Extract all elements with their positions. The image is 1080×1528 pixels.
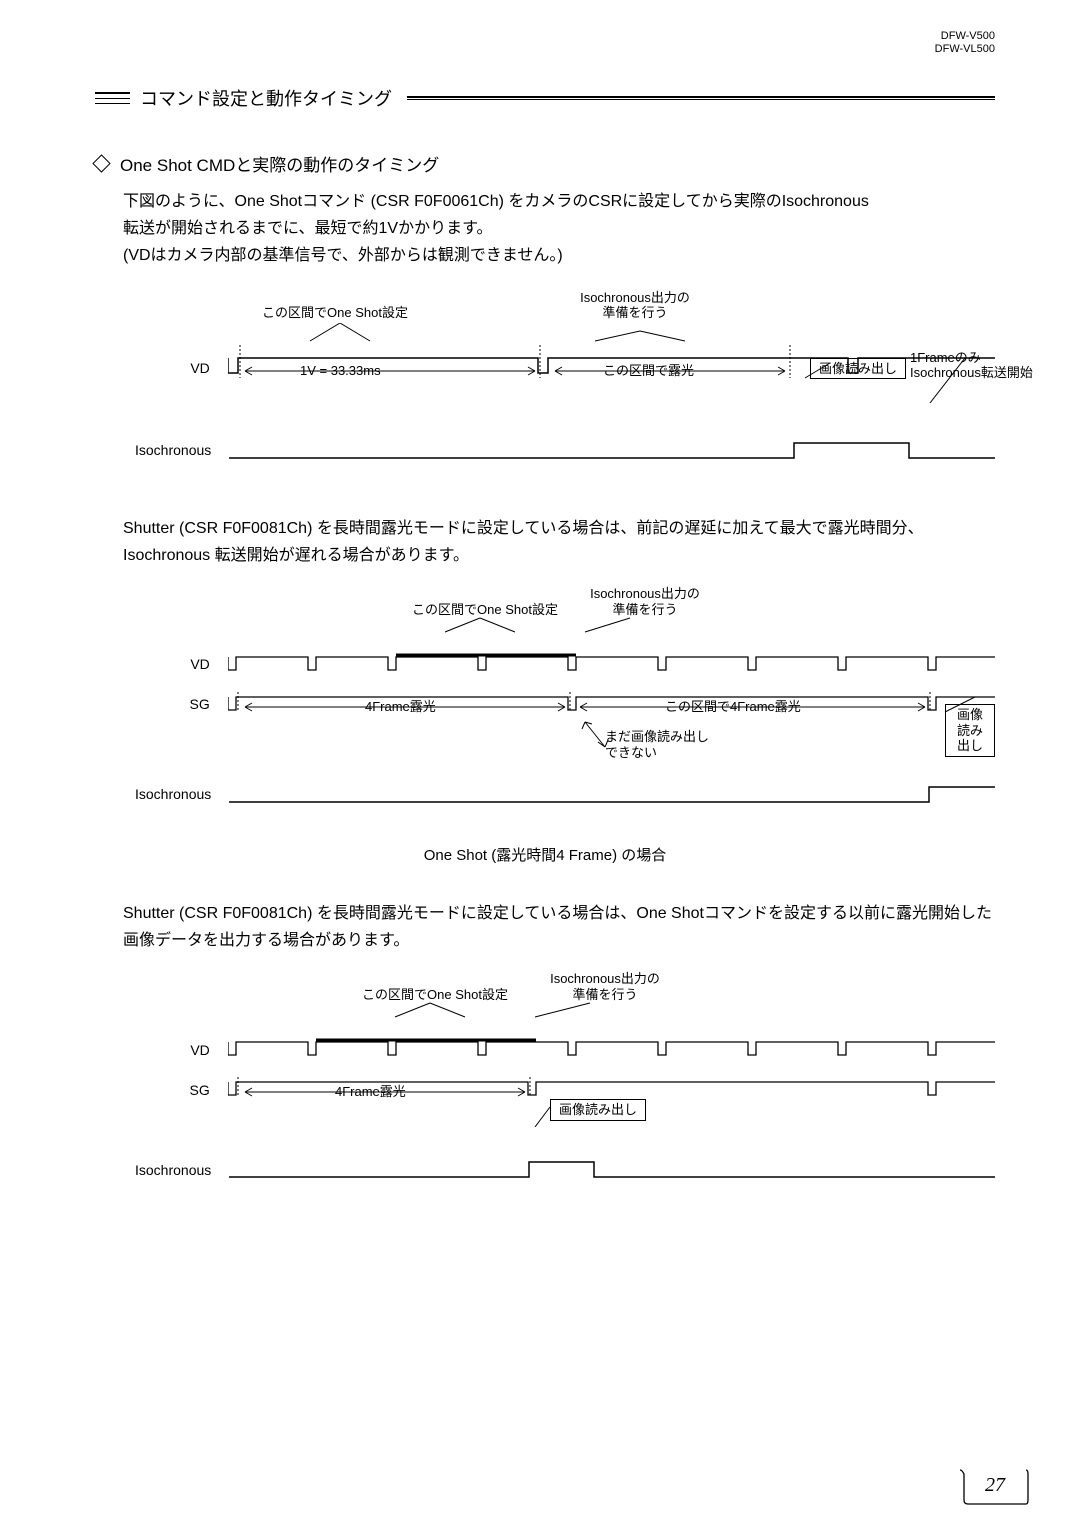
d3-exp4-label: 4Frame露光 <box>335 1084 406 1100</box>
paragraph-2: Shutter (CSR F0F0081Ch) を長時間露光モードに設定している… <box>123 515 995 569</box>
d3-sg-label: SG <box>135 1082 228 1098</box>
para1-line1: 下図のように、One Shotコマンド (CSR F0F0061Ch) をカメラ… <box>123 188 995 215</box>
d2-iso-wave <box>229 782 995 807</box>
d2-sg-label: SG <box>135 696 228 712</box>
d1-expose-label: この区間で露光 <box>603 363 694 379</box>
triple-line-icon <box>95 92 130 104</box>
d1-iso-label: Isochronous <box>135 442 229 458</box>
header-rule <box>407 96 995 100</box>
d1-frame-label: 1Frameのみ Isochronous転送開始 <box>910 350 1050 381</box>
d2-readout-box: 画像読み出し <box>945 704 995 757</box>
para1-line3: (VDはカメラ内部の基準信号で、外部からは観測できません。) <box>123 242 995 269</box>
d2-range4-label: この区間で4Frame露光 <box>665 699 801 715</box>
timing-diagram-2: Isochronous出力の 準備を行う この区間でOne Shot設定 VD … <box>135 594 995 804</box>
model-code-1: DFW-V500 <box>935 30 995 43</box>
timing-diagram-1: Isochronous出力の 準備を行う この区間でOne Shot設定 VD … <box>135 295 995 475</box>
paragraph-3: Shutter (CSR F0F0081Ch) を長時間露光モードに設定している… <box>123 900 995 954</box>
d1-iso-wave <box>229 438 995 463</box>
d1-range-label: この区間でOne Shot設定 <box>235 305 435 321</box>
d2-iso-label: Isochronous <box>135 786 229 802</box>
sub-heading: One Shot CMDと実際の動作のタイミング <box>95 151 995 176</box>
model-codes: DFW-V500 DFW-VL500 <box>935 30 995 56</box>
d3-readout-box: 画像読み出し <box>550 1099 646 1121</box>
sub-heading-text: One Shot CMDと実際の動作のタイミング <box>120 151 439 176</box>
d2-vd-wave <box>228 652 995 677</box>
section-title: コマンド設定と動作タイミング <box>140 85 392 111</box>
d2-exp4-label: 4Frame露光 <box>365 699 436 715</box>
diamond-icon <box>92 154 110 172</box>
d3-iso-wave <box>229 1157 995 1182</box>
d2-notyet-label: まだ画像読み出し できない <box>605 729 709 760</box>
d1-iso-prep-label: Isochronous出力の 準備を行う <box>545 290 725 321</box>
d2-vd-label: VD <box>135 656 228 672</box>
intro-paragraph: 下図のように、One Shotコマンド (CSR F0F0061Ch) をカメラ… <box>123 188 995 270</box>
page-number: 27 <box>960 1474 1030 1497</box>
section-header: コマンド設定と動作タイミング <box>95 85 995 111</box>
d3-top-arrows <box>230 1001 1030 1021</box>
para1-line2: 転送が開始されるまでに、最短で約1Vかかります。 <box>123 215 995 242</box>
d1-time-label: 1V = 33.33ms <box>300 363 381 379</box>
d3-iso-prep-label: Isochronous出力の 準備を行う <box>515 971 695 1002</box>
d3-vd-label: VD <box>135 1042 228 1058</box>
d1-vd-label: VD <box>135 360 228 376</box>
model-code-2: DFW-VL500 <box>935 43 995 56</box>
timing-diagram-3: Isochronous出力の 準備を行う この区間でOne Shot設定 VD … <box>135 979 995 1179</box>
d3-vd-wave <box>228 1037 995 1062</box>
d2-top-arrows <box>230 616 1030 636</box>
diagram2-caption: One Shot (露光時間4 Frame) の場合 <box>95 844 995 865</box>
page-number-wrap: 27 <box>960 1468 1030 1506</box>
d1-readout-box: 画像読み出し <box>810 358 906 380</box>
d3-iso-label: Isochronous <box>135 1162 229 1178</box>
